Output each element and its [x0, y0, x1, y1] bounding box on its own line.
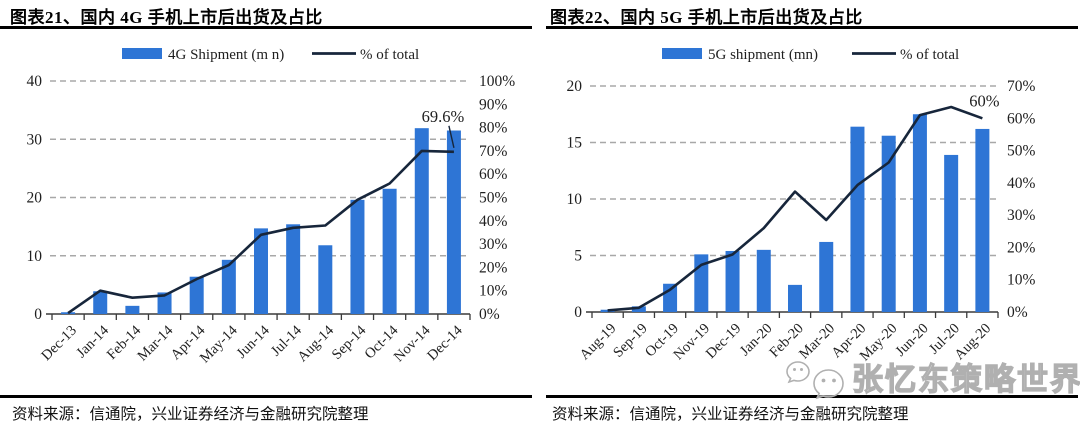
bar: [125, 305, 140, 314]
bar: [600, 309, 615, 312]
bar: [663, 283, 678, 312]
y-axis-label-right: 100%: [479, 73, 515, 90]
bar: [725, 250, 740, 312]
bar: [350, 199, 365, 314]
y-axis-label-right: 30%: [479, 236, 508, 253]
y-axis-label-left: 20: [567, 78, 583, 95]
y-axis-label-right: 60%: [479, 166, 508, 183]
x-axis-label: Jun-20: [893, 321, 932, 360]
figure-22-title: 图表22、国内 5G 手机上市后出货及占比: [550, 8, 863, 27]
y-axis-label-right: 20%: [1007, 239, 1036, 256]
percent-line: [607, 105, 983, 312]
source-note: 资料来源：信通院，兴业证券经济与金融研究院整理: [12, 406, 369, 423]
y-axis-label-right: 50%: [1007, 143, 1036, 160]
x-axis-label: Dec-19: [703, 321, 744, 362]
y-axis-label-right: 0%: [479, 306, 500, 323]
x-axis-label: Jun-14: [234, 322, 274, 362]
bar: [318, 245, 333, 314]
bar: [819, 241, 834, 312]
y-axis-label-right: 40%: [1007, 175, 1036, 192]
bar: [446, 130, 461, 314]
title-divider: [546, 26, 1078, 29]
legend-label: 4G Shipment (m n): [168, 47, 284, 63]
bar: [881, 135, 896, 312]
source-note: 资料来源：信通院，兴业证券经济与金融研究院整理: [552, 406, 909, 423]
y-axis-label-right: 20%: [479, 259, 508, 276]
y-axis-label-right: 30%: [1007, 207, 1036, 224]
bar: [756, 249, 771, 312]
figure-21-title: 图表21、国内 4G 手机上市后出货及占比: [10, 8, 323, 27]
y-axis-label-right: 10%: [479, 283, 508, 300]
bar: [975, 128, 990, 312]
y-axis-label-left: 20: [27, 190, 43, 207]
y-axis-label-right: 70%: [1007, 78, 1036, 95]
5g-combo-chart: 0 5 10 15 20 0% 10% 20% 30% 40% 50% 60% 70% Aug-19Sep…: [567, 47, 1036, 364]
x-axis-label: Sep-14: [329, 322, 370, 363]
bar: [631, 306, 646, 312]
watermark: 张忆东策略世界: [784, 357, 1080, 401]
bar: [221, 259, 236, 314]
y-axis-label-left: 0: [574, 304, 582, 321]
annotation-label: 69.6%: [422, 107, 465, 126]
y-axis-label-left: 30: [27, 131, 43, 148]
legend-label: % of total: [900, 47, 959, 63]
y-axis-label-right: 10%: [1007, 272, 1036, 289]
legend-bar-swatch: [122, 48, 162, 59]
y-axis-label-right: 60%: [1007, 110, 1036, 127]
4g-combo-chart: 0 10 20 30 40 0% 10% 20% 30% 40% 50% 60% 70% 80% 90% 10…: [27, 47, 516, 366]
y-axis-label-right: 0%: [1007, 304, 1028, 321]
bar: [912, 114, 927, 312]
x-axis-label: Dec-13: [38, 323, 79, 364]
y-axis-label-right: 40%: [479, 213, 508, 230]
x-axis-label: Aug-14: [294, 322, 337, 365]
bar: [61, 312, 76, 314]
y-axis-label-left: 0: [34, 306, 42, 323]
y-axis-label-left: 5: [574, 248, 582, 265]
annotation-label: 60%: [969, 91, 1000, 110]
x-axis-label: Aug-19: [577, 321, 620, 364]
y-axis-label-right: 80%: [479, 120, 508, 137]
wechat-logo-icon: [786, 361, 844, 400]
y-axis-label-right: 90%: [479, 96, 508, 113]
legend-label: 5G shipment (mn): [708, 47, 818, 63]
watermark-text: 张忆东策略世界: [851, 361, 1080, 397]
x-axis-label: Dec-14: [424, 322, 466, 364]
annotation-leader: [448, 125, 455, 148]
bar: [189, 276, 204, 314]
bar: [850, 126, 865, 313]
figure-22-panel: 图表22、国内 5G 手机上市后出货及占比 0 5 10 15 20 0% 10% 20% 30…: [540, 0, 1080, 430]
bar: [414, 128, 429, 314]
bar: [944, 154, 959, 312]
bar: [382, 188, 397, 314]
y-axis-label-right: 70%: [479, 143, 508, 160]
bar: [286, 224, 301, 314]
legend-label: % of total: [360, 47, 419, 63]
footer-divider: [0, 395, 532, 398]
title-divider: [0, 26, 532, 29]
bar: [93, 291, 108, 314]
x-axis-label: Sep-19: [610, 321, 650, 361]
bar: [157, 292, 172, 314]
x-axis-label: Nov-14: [391, 322, 434, 365]
percent-line: [67, 149, 454, 315]
bar: [788, 284, 802, 312]
y-axis-label-right: 50%: [479, 190, 508, 207]
y-axis-label-left: 10: [567, 191, 583, 208]
x-axis-label: Mar-14: [135, 322, 177, 364]
y-axis-label-left: 40: [27, 73, 43, 90]
y-axis-label-left: 15: [567, 135, 583, 152]
figure-21-panel: 图表21、国内 4G 手机上市后出货及占比 0 10 20 30 40 0% 10% 20% 3…: [0, 8, 532, 423]
footer-divider: [546, 395, 1078, 398]
y-axis-label-left: 10: [27, 248, 43, 265]
legend-bar-swatch: [662, 48, 702, 59]
bar: [254, 228, 268, 314]
x-axis-label: May-14: [197, 322, 241, 366]
